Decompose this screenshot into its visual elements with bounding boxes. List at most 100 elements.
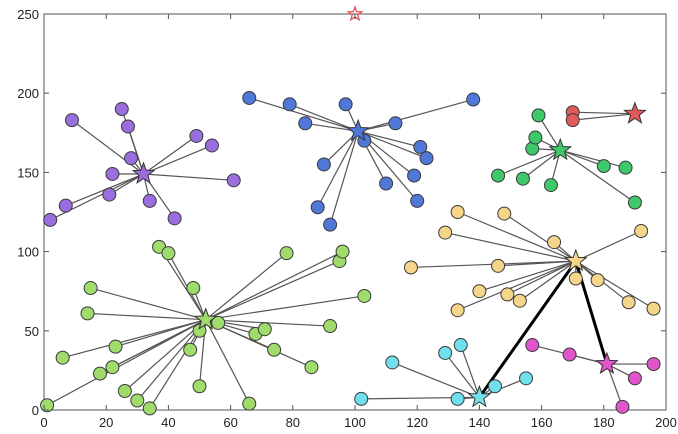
data-point bbox=[117, 383, 132, 398]
point-layer bbox=[40, 90, 661, 416]
cluster-center-star bbox=[131, 161, 156, 185]
data-point bbox=[621, 295, 636, 310]
data-point bbox=[108, 339, 123, 354]
data-point bbox=[105, 360, 120, 375]
x-tick-label: 0 bbox=[40, 415, 47, 430]
data-point bbox=[491, 258, 506, 273]
data-point bbox=[565, 113, 580, 128]
data-point bbox=[590, 273, 605, 288]
y-tick-label: 200 bbox=[17, 86, 39, 101]
data-point bbox=[357, 288, 372, 303]
data-point bbox=[354, 391, 369, 406]
cluster-center-star bbox=[548, 137, 573, 161]
data-point bbox=[450, 303, 465, 318]
data-point bbox=[618, 160, 633, 175]
cluster-edge bbox=[457, 260, 577, 311]
cluster-center-star bbox=[193, 307, 218, 330]
data-point bbox=[323, 319, 338, 334]
y-tick-label: 100 bbox=[17, 245, 39, 260]
x-tick-label: 60 bbox=[223, 415, 237, 430]
data-point bbox=[120, 119, 135, 134]
data-point bbox=[487, 379, 502, 394]
data-point bbox=[547, 235, 562, 250]
data-point bbox=[528, 130, 543, 145]
cluster-edge bbox=[460, 344, 480, 398]
cluster-center-star bbox=[595, 351, 619, 375]
data-point bbox=[279, 246, 294, 261]
data-point bbox=[105, 166, 120, 181]
cluster-edge bbox=[357, 130, 421, 148]
cluster-edge bbox=[205, 319, 331, 327]
cluster-center-star bbox=[346, 118, 370, 142]
x-tick-label: 120 bbox=[406, 415, 428, 430]
x-axis: 0 20 40 60 80 100 120 140 160 180 200 bbox=[40, 14, 677, 430]
cluster-edge bbox=[87, 312, 206, 321]
data-point bbox=[142, 193, 157, 208]
x-tick-label: 200 bbox=[655, 415, 677, 430]
center-link bbox=[478, 260, 578, 399]
data-point bbox=[83, 281, 98, 296]
cluster-edge bbox=[392, 361, 480, 398]
data-point bbox=[466, 92, 481, 107]
cluster-edge bbox=[357, 130, 427, 159]
cluster-edge bbox=[572, 111, 635, 115]
data-point bbox=[80, 306, 95, 321]
cluster-edge bbox=[90, 287, 206, 321]
data-point bbox=[634, 224, 649, 239]
data-point bbox=[512, 293, 527, 308]
data-point bbox=[204, 138, 219, 153]
data-point bbox=[453, 338, 468, 353]
data-point bbox=[211, 315, 226, 330]
cluster-edge bbox=[357, 98, 474, 132]
cluster-edge bbox=[329, 131, 359, 225]
cluster-edge bbox=[305, 122, 359, 132]
y-tick-label: 250 bbox=[17, 7, 39, 22]
data-point bbox=[562, 347, 577, 362]
cluster-center-star bbox=[563, 248, 588, 272]
cluster-edge bbox=[205, 251, 343, 321]
data-point bbox=[379, 176, 394, 191]
data-point bbox=[450, 391, 465, 406]
data-point bbox=[323, 217, 338, 232]
data-point bbox=[242, 396, 257, 411]
data-point bbox=[257, 322, 272, 337]
cluster-edge bbox=[112, 319, 206, 368]
data-point bbox=[142, 401, 157, 416]
data-point bbox=[410, 193, 425, 208]
data-point bbox=[183, 342, 198, 357]
data-point bbox=[298, 116, 313, 131]
data-point bbox=[192, 323, 207, 338]
cluster-edge bbox=[62, 319, 206, 359]
data-point bbox=[186, 281, 201, 296]
data-point bbox=[568, 271, 583, 286]
cluster-edge bbox=[519, 260, 577, 302]
data-point bbox=[615, 399, 630, 414]
cluster-edge bbox=[205, 252, 287, 321]
cluster-edge bbox=[606, 363, 624, 408]
cluster-edge bbox=[444, 352, 480, 398]
data-point bbox=[596, 159, 611, 174]
data-point bbox=[450, 205, 465, 219]
cluster-edge bbox=[498, 260, 576, 267]
data-point bbox=[497, 206, 512, 221]
data-point bbox=[438, 345, 453, 360]
data-point bbox=[316, 157, 331, 172]
cluster-edge bbox=[559, 149, 636, 203]
data-point bbox=[500, 287, 515, 302]
cluster-edge bbox=[560, 149, 605, 167]
data-point bbox=[646, 301, 661, 316]
cluster-edge bbox=[249, 97, 359, 132]
cluster-edge bbox=[289, 103, 359, 132]
data-point bbox=[242, 90, 257, 105]
cluster-edge bbox=[124, 319, 207, 392]
data-point bbox=[92, 366, 107, 381]
cluster-edge bbox=[572, 113, 635, 121]
data-point bbox=[627, 195, 642, 210]
data-point bbox=[161, 246, 176, 261]
cluster-edge bbox=[205, 319, 250, 404]
cluster-edge bbox=[127, 126, 145, 175]
cluster-edge bbox=[115, 319, 206, 348]
cluster-edge bbox=[575, 230, 642, 262]
x-tick-label: 100 bbox=[344, 415, 366, 430]
